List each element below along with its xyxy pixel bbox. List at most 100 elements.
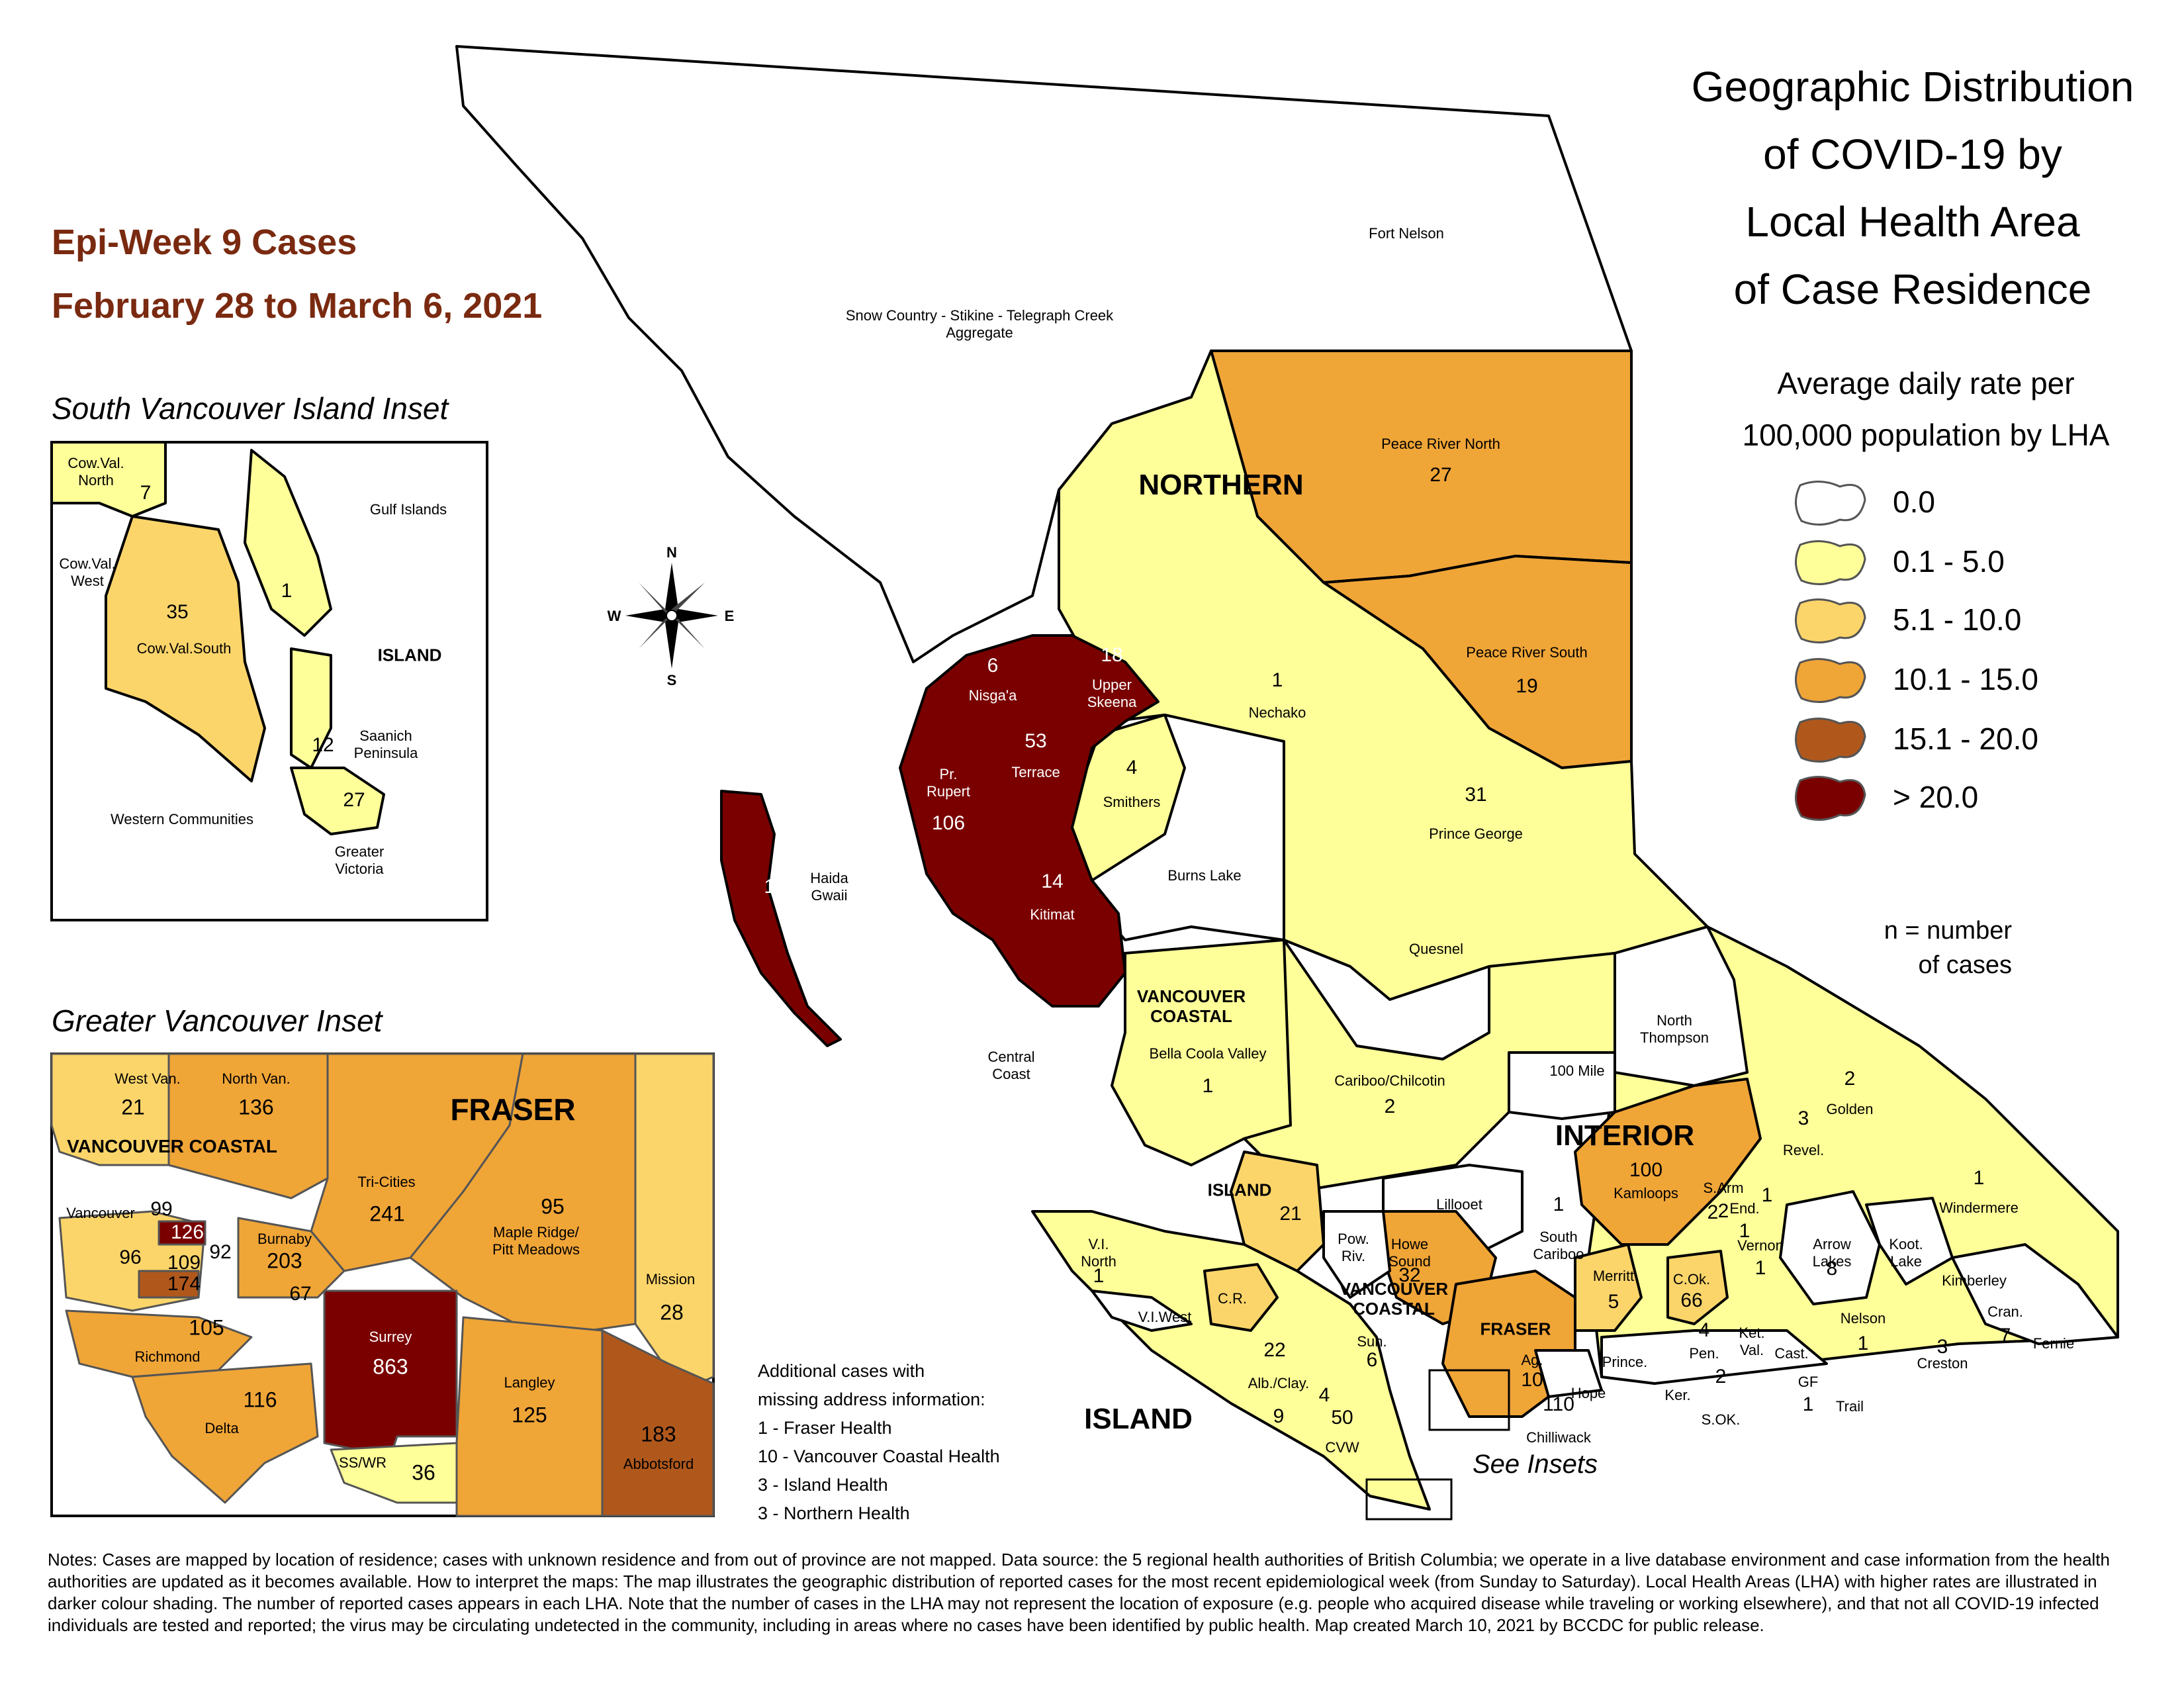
vc-north-line: COASTAL — [1150, 1006, 1232, 1026]
lha-name: Pow. — [1338, 1231, 1369, 1247]
lha-count-merritt: 5 — [1608, 1291, 1619, 1313]
lha-label-burns-lake: Burns Lake — [1167, 867, 1241, 884]
region-northwest-high — [899, 634, 1160, 1008]
lha-name: Bella Coola Valley — [1149, 1045, 1267, 1062]
legend-title-line: Average daily rate per — [1777, 366, 2075, 400]
lha-name: Lakes — [1812, 1253, 1852, 1270]
gv-count-abbotsford: 183 — [641, 1422, 676, 1446]
svi-count-cow-val-north: 7 — [140, 482, 152, 504]
lha-label-cr: C.R. — [1218, 1290, 1247, 1307]
lha-label-kitimat: Kitimat — [1030, 906, 1074, 923]
region-vi-west — [1091, 1289, 1193, 1332]
legend-label: 15.1 - 20.0 — [1893, 722, 2038, 756]
lha-name: Val. — [1739, 1342, 1764, 1358]
gv-label-vancouver: Vancouver — [66, 1205, 135, 1222]
lha-name: North — [1081, 1253, 1116, 1270]
title-line: Local Health Area — [1745, 198, 2080, 246]
area-name: Cow.Val. — [68, 455, 124, 471]
legend-label: 5.1 - 10.0 — [1893, 602, 2022, 637]
lha-name: Fort Nelson — [1369, 225, 1444, 242]
lha-count-golden: 2 — [1844, 1068, 1856, 1090]
region-haida-gwaii — [720, 790, 842, 1047]
gv-vancouver-mid — [138, 1270, 200, 1299]
area-name: Surrey — [369, 1329, 412, 1345]
lha-label-vi-west: V.I.West — [1138, 1309, 1192, 1326]
lha-label-fort-nelson: Fort Nelson — [1369, 225, 1444, 242]
lha-name: Nisga'a — [968, 687, 1017, 704]
lha-name: Coast — [992, 1066, 1030, 1082]
lha-label-ket-val: Ket. Val. — [1739, 1325, 1764, 1359]
gv-count-tri-cities: 241 — [369, 1201, 405, 1226]
lha-label-pr-rupert: Pr. Rupert — [927, 766, 970, 800]
compass-s: S — [667, 672, 677, 688]
lha-name: Cariboo — [1533, 1246, 1584, 1262]
area-name: Western Communities — [111, 811, 253, 827]
lha-count-peace-river-south: 19 — [1516, 675, 1538, 697]
legend-n-note: n = number of cases — [1853, 914, 2012, 982]
missing-line: 3 - Island Health — [758, 1475, 888, 1495]
lha-name: Cariboo/Chilcotin — [1334, 1072, 1445, 1089]
lha-name: Lillooet — [1436, 1196, 1482, 1213]
svi-label-cow-val-north: Cow.Val. North — [68, 455, 124, 489]
lha-count-sun: 6 — [1366, 1349, 1378, 1371]
gv-label-delta: Delta — [205, 1420, 238, 1437]
gv-label-mission: Mission — [646, 1271, 696, 1288]
area-name: Abbotsford — [623, 1456, 694, 1472]
gv-new-west-count: 67 — [289, 1283, 312, 1305]
lha-label-terrace: Terrace — [1011, 764, 1060, 781]
area-name: Burnaby — [257, 1231, 312, 1247]
lha-count-nelson: 1 — [1857, 1333, 1869, 1354]
gv-vancouver-dark — [158, 1220, 206, 1246]
lha-label-cast: Cast. — [1774, 1345, 1808, 1362]
lha-name: Chilliwack — [1526, 1429, 1591, 1446]
lha-label-kamloops: Kamloops — [1614, 1185, 1678, 1202]
lha-count-gf: 1 — [1802, 1393, 1814, 1415]
lha-count: 1 — [1761, 1184, 1773, 1206]
lha-name: Aggregate — [946, 324, 1013, 341]
lha-name: Howe — [1390, 1236, 1429, 1252]
lha-name: V.I. — [1088, 1236, 1109, 1252]
region-kamloops — [1574, 1078, 1762, 1246]
area-name: Cow.Val. — [59, 555, 116, 572]
lha-label-cariboo: Cariboo/Chilcotin — [1334, 1072, 1445, 1090]
lha-name: Merritt — [1592, 1268, 1635, 1284]
lha-label-bella-coola: Bella Coola Valley — [1150, 1045, 1267, 1062]
lha-name: Nelson — [1840, 1310, 1886, 1327]
lha-count-upper-skeena: 18 — [1101, 644, 1123, 666]
legend-label: 0.1 - 5.0 — [1893, 544, 2005, 579]
lha-name: Burns Lake — [1167, 867, 1242, 884]
lha-label-cvw: CVW — [1325, 1439, 1359, 1456]
missing-line: 1 - Fraser Health — [758, 1418, 892, 1438]
lha-label-hope: Hope — [1571, 1385, 1606, 1402]
lha-label-peace-river-north: Peace River North — [1381, 436, 1500, 453]
epi-week-dates: February 28 to March 6, 2021 — [52, 286, 543, 326]
legend-label: > 20.0 — [1893, 780, 1979, 814]
lha-label-sun: Sun. — [1357, 1333, 1387, 1350]
legend-swatch — [1795, 718, 1866, 763]
lha-name: Kamloops — [1614, 1185, 1678, 1201]
gv-label-burnaby: Burnaby — [257, 1231, 312, 1248]
area-name: Maple Ridge/ — [493, 1224, 579, 1241]
lha-count-alb-clay: 9 — [1273, 1405, 1285, 1427]
lha-name: Lake — [1890, 1253, 1922, 1270]
compass-n: N — [666, 544, 677, 561]
lha-name: Creston — [1917, 1355, 1968, 1372]
lha-label-ker: Ker. — [1664, 1387, 1690, 1404]
area-name: Vancouver — [66, 1205, 135, 1221]
area-name: Delta — [205, 1420, 239, 1436]
lha-label-central-coast: Central Coast — [988, 1049, 1035, 1083]
lha-name: Prince. — [1602, 1354, 1648, 1370]
legend-swatch — [1795, 540, 1866, 585]
lha-name: Hope — [1570, 1385, 1606, 1401]
lha-count-vernon: 1 — [1754, 1257, 1766, 1279]
lha-label-haida-gwaii: Haida Gwaii — [810, 870, 848, 904]
lha-name: Trail — [1836, 1398, 1864, 1415]
legend-label: 10.1 - 15.0 — [1893, 662, 2038, 696]
gv-sswr — [330, 1442, 458, 1504]
area-name: Mission — [645, 1271, 696, 1288]
gv-vancouver-subarea-count: 99 — [150, 1198, 173, 1220]
lha-name: Sound — [1388, 1253, 1431, 1270]
missing-line: missing address information: — [758, 1389, 985, 1409]
lha-name: Pr. — [939, 766, 958, 782]
